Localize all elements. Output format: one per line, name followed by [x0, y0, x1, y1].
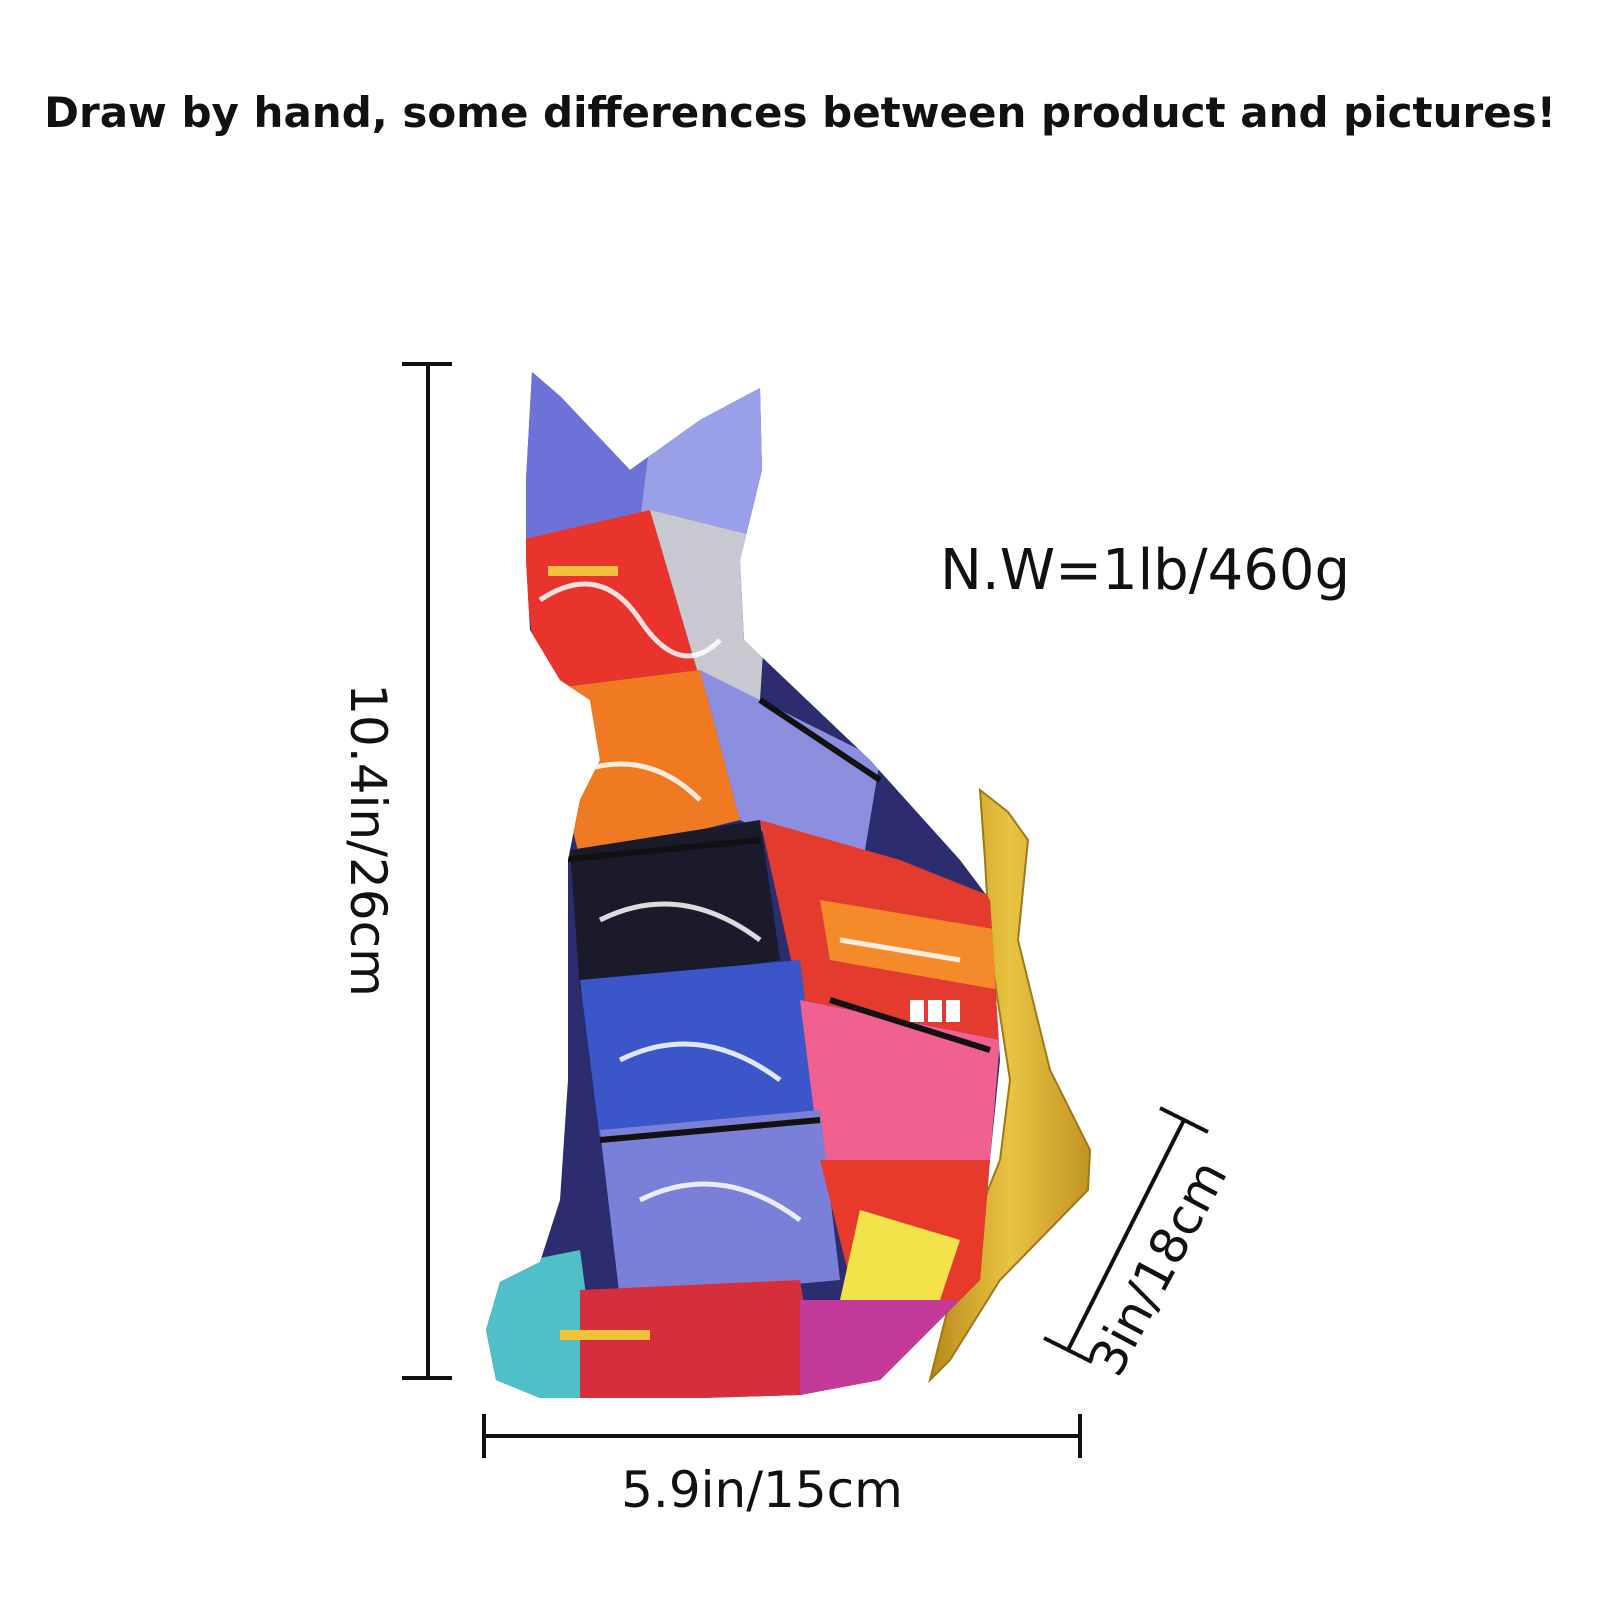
net-weight-label: N.W=1lb/460g: [940, 538, 1351, 603]
depth-dimension-line: [1043, 1106, 1209, 1364]
width-label: 5.9in/15cm: [621, 1461, 903, 1519]
width-dimension-line: [482, 1414, 1082, 1458]
height-label: 10.4in/26cm: [339, 683, 397, 997]
graffiti-cat-figurine: [486, 372, 1000, 1398]
cat-tail-gold: [928, 787, 1092, 1384]
disclaimer-caption: Draw by hand, some differences between p…: [44, 88, 1556, 137]
height-dimension-line: [402, 362, 452, 1380]
